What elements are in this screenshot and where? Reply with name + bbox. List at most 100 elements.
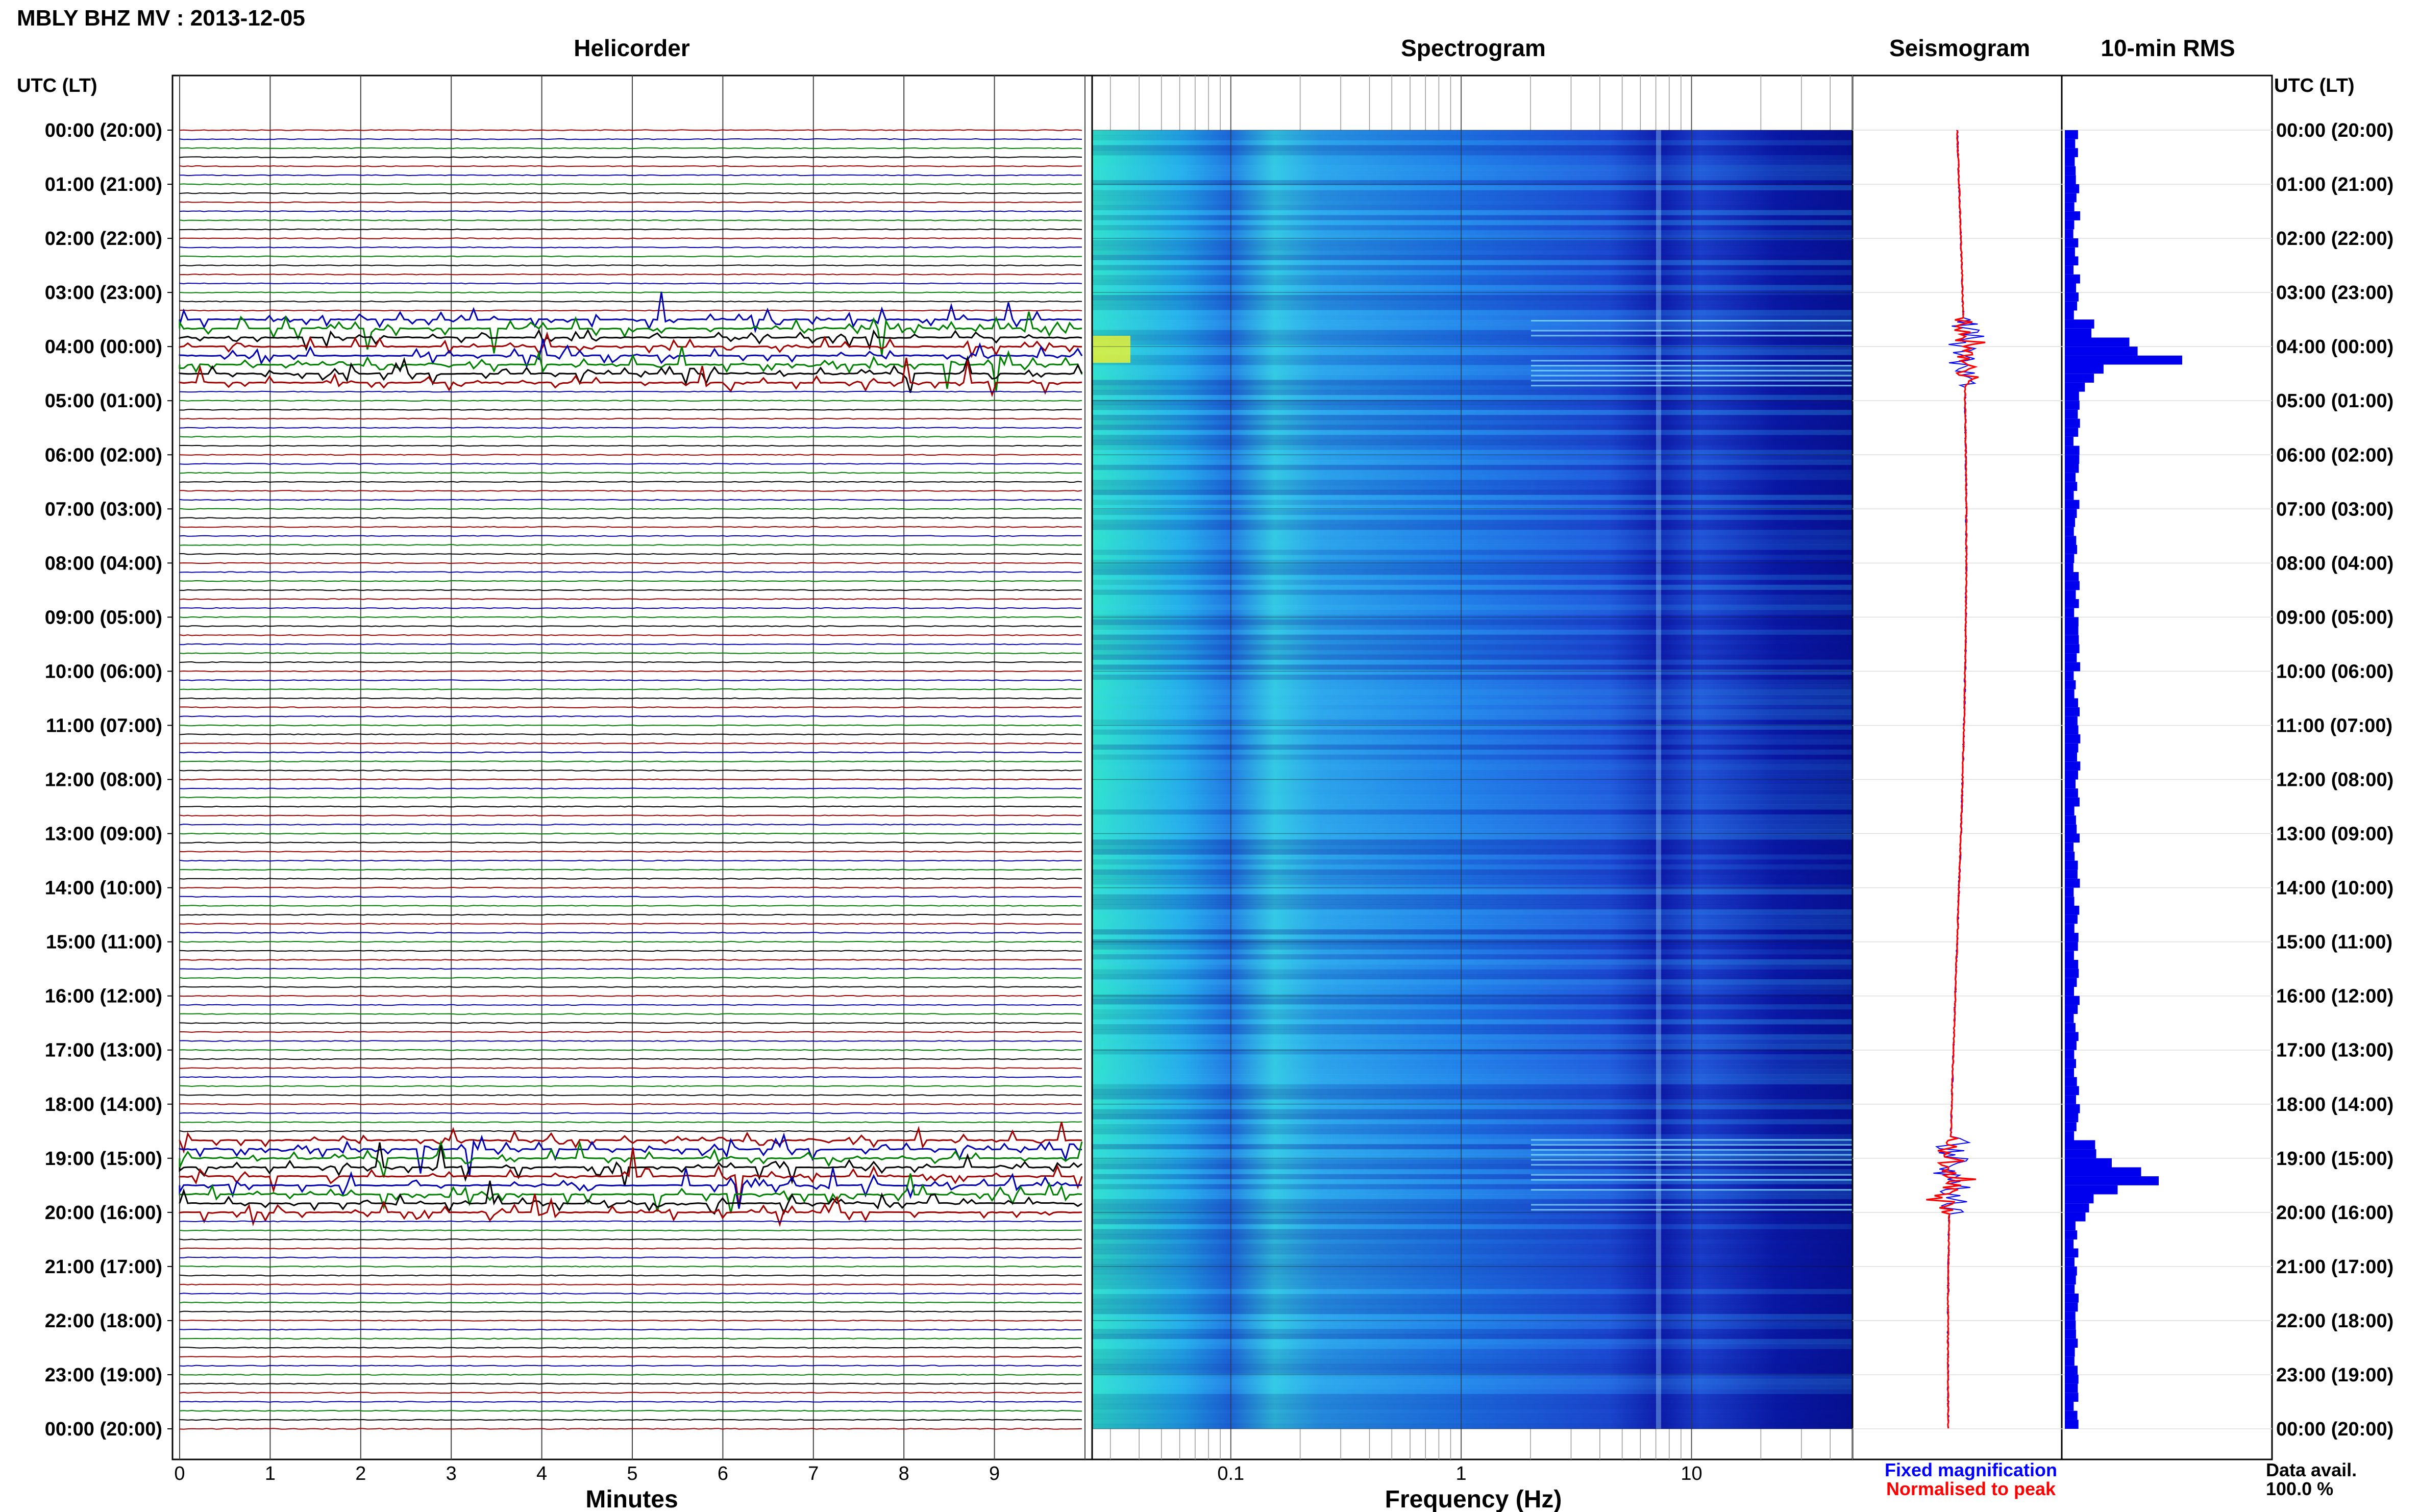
helicorder-trace [179, 869, 1082, 871]
spectrogram-row [1092, 954, 1853, 960]
helicorder-trace [179, 1121, 1082, 1123]
spectrogram-row [1092, 809, 1853, 815]
spectrogram-row [1092, 505, 1853, 510]
helicorder-trace [179, 1347, 1082, 1349]
rms-bar [2065, 518, 2076, 527]
spectrogram-row [1092, 1288, 1853, 1295]
spectrogram-row [1092, 1079, 1853, 1085]
helicorder-xlabel: Minutes [585, 1486, 678, 1512]
rms-bar [2065, 860, 2078, 870]
helicorder-grid [179, 76, 1085, 1459]
spectrogram-row [1092, 485, 1853, 490]
rms-bar [2065, 1275, 2076, 1285]
spectrogram-row [1092, 295, 1853, 301]
spectrogram-row [1092, 979, 1853, 985]
rms-bar [2065, 1095, 2076, 1104]
helicorder-trace [179, 679, 1082, 681]
spectrogram-row [1092, 394, 1853, 401]
helicorder-trace [179, 1310, 1082, 1313]
helicorder-trace [179, 508, 1082, 510]
spectrogram-row [1092, 555, 1853, 560]
spectrogram-row [1092, 769, 1853, 775]
rms-bar [2065, 463, 2079, 473]
helicorder-trace [179, 1040, 1082, 1042]
rms-bar [2065, 1221, 2076, 1231]
time-tick-left: 10:00 (06:00) [45, 661, 162, 682]
helicorder-trace [179, 796, 1082, 799]
rms-bar [2065, 482, 2078, 491]
spectrogram-row [1092, 1029, 1853, 1035]
helicorder-trace [179, 436, 1082, 438]
rms-bar [2065, 229, 2074, 239]
time-tick-right: 09:00 (05:00) [2276, 607, 2393, 628]
spectrogram-row [1092, 410, 1853, 415]
helicorder-trace [179, 995, 1082, 997]
rms-bar [2065, 1041, 2077, 1050]
time-tick-left: 11:00 (07:00) [46, 715, 162, 736]
spectrogram-row [1092, 385, 1853, 390]
spectrogram-row [1092, 444, 1853, 450]
spectrogram-row [1092, 1179, 1853, 1184]
spectrogram-row [1092, 375, 1853, 380]
helicorder-trace [179, 1139, 1083, 1178]
helicorder-trace [179, 787, 1082, 790]
time-label-right: UTC (LT) [2274, 75, 2355, 96]
helicorder-trace [179, 331, 1082, 358]
helicorder-xtick: 2 [355, 1463, 366, 1484]
time-tick-left: 12:00 (08:00) [45, 770, 162, 791]
helicorder-trace [179, 463, 1082, 465]
time-tick-left: 02:00 (22:00) [45, 228, 162, 250]
rms-bar [2065, 490, 2074, 500]
time-tick-right: 23:00 (19:00) [2276, 1365, 2393, 1386]
spectrogram-row [1092, 275, 1853, 281]
spectrogram-row [1092, 1329, 1853, 1334]
rms-bar [2065, 824, 2077, 834]
helicorder-trace [179, 607, 1082, 609]
helicorder-trace [179, 1266, 1082, 1268]
spectrogram-row [1092, 639, 1853, 645]
spectrogram-row [1092, 1399, 1853, 1404]
rms-bar [2065, 1140, 2095, 1150]
rms-bar [2065, 743, 2079, 753]
helicorder-trace [179, 1365, 1082, 1367]
helicorder-trace [179, 1274, 1082, 1277]
helicorder-trace [179, 357, 1082, 398]
rms-bar [2065, 1005, 2078, 1014]
helicorder-trace [179, 300, 1082, 303]
time-tick-left: 13:00 (09:00) [45, 824, 162, 845]
helicorder-trace [179, 219, 1082, 221]
helicorder-trace [179, 1238, 1082, 1241]
time-axis: 00:00 (20:00) 00:00 (20:00) 01:00 (21:00) 0… [45, 120, 2394, 1440]
spectrogram-row [1092, 894, 1853, 900]
helicorder-trace [179, 715, 1082, 717]
rms-bar [2065, 536, 2077, 545]
spectrogram-row [1092, 489, 1853, 495]
helicorder-trace [179, 562, 1082, 564]
rms-bar [2065, 996, 2080, 1005]
helicorder-title: Helicorder [574, 35, 690, 61]
helicorder-trace [179, 535, 1082, 537]
helicorder-trace [179, 147, 1082, 150]
rms-bar [2065, 941, 2078, 951]
helicorder-trace [179, 742, 1082, 745]
helicorder-trace [179, 1085, 1082, 1087]
rms-bar [2065, 725, 2079, 735]
spectrogram-row [1092, 135, 1853, 141]
rms-bar [2065, 1023, 2076, 1032]
time-tick-right: 22:00 (18:00) [2276, 1310, 2393, 1332]
spectrogram-row [1092, 1004, 1853, 1010]
rms-title: 10-min RMS [2101, 35, 2235, 61]
spectrogram-row [1092, 1074, 1853, 1080]
rms-bar [2065, 770, 2078, 780]
spectrogram-row [1092, 764, 1853, 770]
helicorder-traces [179, 129, 1083, 1430]
spectrogram-row [1092, 944, 1853, 950]
rms-bar [2065, 1420, 2079, 1429]
rms-bar [2065, 545, 2078, 554]
spectrogram-row [1092, 1313, 1853, 1320]
time-tick-right: 00:00 (20:00) [2276, 1419, 2393, 1440]
helicorder-trace [179, 246, 1082, 249]
time-tick-left: 03:00 (23:00) [45, 282, 162, 304]
rms-bar [2065, 1302, 2078, 1312]
helicorder-trace [179, 1283, 1082, 1286]
